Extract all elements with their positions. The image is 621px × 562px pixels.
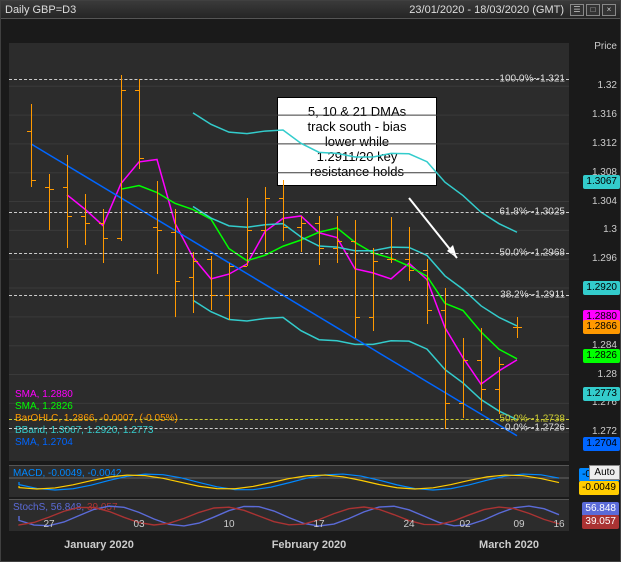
ohlc-bar [243,43,252,461]
ohlc-bar [351,43,360,461]
ohlc-bar [153,43,162,461]
ohlc-bar [99,43,108,461]
ohlc-bar [225,43,234,461]
ohlc-bar [117,43,126,461]
y-grid-label: 1.32 [595,79,620,92]
plot-area: Price 5, 10 & 21 DMAstrack south - biasl… [1,37,621,467]
y-grid-label: 1.296 [589,252,620,265]
x-tick: 27 [43,519,54,530]
x-month-label: January 2020 [64,539,134,551]
y-grid-label: 1.316 [589,108,620,121]
ohlc-bar [513,43,522,461]
ohlc-bar [63,43,72,461]
ohlc-bar [333,43,342,461]
y-axis: 1.321.3161.3121.3081.3041.31.2961.2921.2… [572,43,620,461]
price-tag: 1.3067 [583,175,620,189]
date-range: 23/01/2020 - 18/03/2020 (GMT) [409,4,564,16]
stoch-tag: 39.057 [582,515,619,529]
fib-label: 61.8%--1.3025 [499,207,565,218]
ohlc-bar [207,43,216,461]
fib-label: 38.2%--1.2911 [500,289,565,300]
x-tick: 03 [133,519,144,530]
ohlc-bar [135,43,144,461]
macd-tag: -0.0049 [579,481,619,495]
y-grid-label: 1.312 [589,137,620,150]
auto-scale-button[interactable]: Auto [589,465,620,480]
y-grid-label: 1.3 [600,223,620,236]
x-tick: 09 [513,519,524,530]
ohlc-bar [27,43,36,461]
y-grid-label: 1.304 [589,195,620,208]
chart-title: Daily GBP=D3 [5,4,76,16]
ohlc-bar [495,43,504,461]
x-month-label: February 2020 [272,539,347,551]
price-tag: 1.2920 [583,281,620,295]
x-axis: 27 03 10 17 24 02 09 16 January 2020 February 202… [9,517,569,553]
x-tick: 24 [403,519,414,530]
close-icon[interactable]: × [602,4,616,16]
ohlc-bar [171,43,180,461]
ohlc-bar [315,43,324,461]
price-tag: 1.2866 [583,320,620,334]
ohlc-bar [423,43,432,461]
window-controls: ☰ □ × [570,4,616,16]
x-tick: 10 [223,519,234,530]
maximize-icon[interactable]: □ [586,4,600,16]
macd-panel[interactable]: MACD, -0.0049, -0.0042 -0.0042-0.0049 [9,465,569,497]
fib-label: 100.0%--1.321 [499,74,565,85]
ohlc-bar [261,43,270,461]
price-tag: 1.2773 [583,387,620,401]
macd-svg [9,466,569,498]
x-tick: 16 [553,519,564,530]
y-grid-label: 1.28 [595,368,620,381]
ohlc-bar [45,43,54,461]
ohlc-bar [189,43,198,461]
price-tag: 1.2826 [583,349,620,363]
price-chart[interactable]: Price 5, 10 & 21 DMAstrack south - biasl… [9,43,569,461]
ohlc-bar [387,43,396,461]
ohlc-bar [459,43,468,461]
ohlc-bar [369,43,378,461]
ohlc-bar [405,43,414,461]
price-tag: 1.2704 [583,437,620,451]
stoch-tag: 56.848 [582,502,619,516]
ohlc-bar [441,43,450,461]
settings-icon[interactable]: ☰ [570,4,584,16]
x-tick: 02 [459,519,470,530]
ohlc-bar [279,43,288,461]
x-month-label: March 2020 [479,539,539,551]
ohlc-bar [297,43,306,461]
title-bar: Daily GBP=D3 23/01/2020 - 18/03/2020 (GM… [1,1,620,19]
x-tick: 17 [313,519,324,530]
ohlc-bar [477,43,486,461]
ohlc-bar [81,43,90,461]
chart-window: Daily GBP=D3 23/01/2020 - 18/03/2020 (GM… [0,0,621,562]
fib-label: 50.0%--1.2968 [499,248,565,259]
